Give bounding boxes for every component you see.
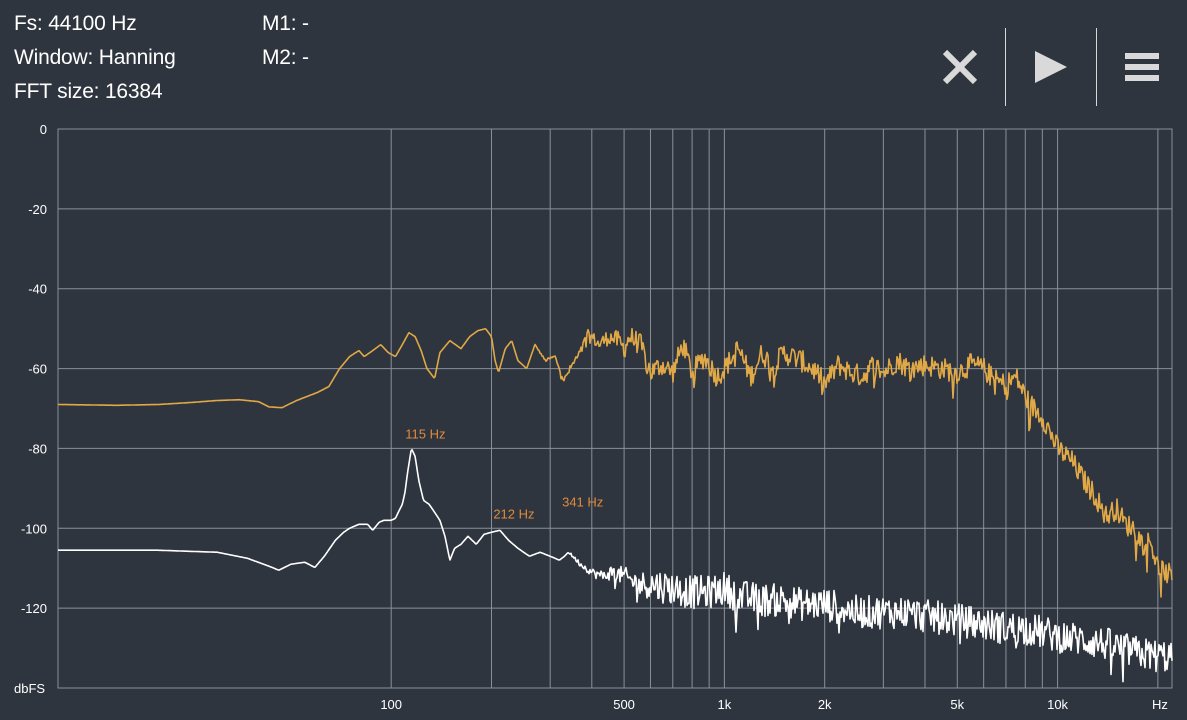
y-axis-labels: 0 -20 -40 -60 -80 -100 -120 dbFS — [14, 122, 47, 696]
series-line-white — [58, 448, 1173, 683]
y-tick-label: 0 — [40, 122, 47, 137]
x-tick-label: 100 — [380, 697, 402, 712]
x-tick-label: 500 — [613, 697, 635, 712]
y-tick-label: -80 — [28, 441, 47, 456]
close-button[interactable] — [915, 28, 1005, 106]
y-axis-title: dbFS — [14, 681, 45, 696]
peak-label: 212 Hz — [493, 506, 534, 521]
y-tick-label: -60 — [28, 362, 47, 377]
close-icon — [942, 49, 978, 85]
peak-label: 341 Hz — [562, 494, 603, 509]
series-line-orange — [58, 327, 1173, 598]
x-tick-label: 2k — [818, 697, 832, 712]
y-tick-label: -20 — [28, 202, 47, 217]
play-button[interactable] — [1006, 28, 1096, 106]
peak-label: 115 Hz — [405, 426, 445, 441]
chart-series — [58, 327, 1173, 683]
plot-border — [57, 128, 1173, 689]
toolbar-divider — [1005, 28, 1006, 106]
marker-2-text: M2: - — [262, 46, 309, 69]
x-tick-label: 5k — [950, 697, 964, 712]
play-icon — [1035, 51, 1067, 83]
x-tick-label: 1k — [718, 697, 732, 712]
x-axis-title: Hz — [1152, 697, 1168, 712]
menu-button[interactable] — [1097, 28, 1187, 106]
x-axis-labels: 100 500 1k 2k 5k 10k Hz — [380, 697, 1168, 712]
peak-labels: 115 Hz 212 Hz 341 Hz — [405, 426, 603, 521]
info-block-left: Fs: 44100 Hz Window: Hanning FFT size: 1… — [14, 7, 176, 109]
fft-size-text: FFT size: 16384 — [14, 80, 163, 103]
chart-grid — [57, 128, 1173, 689]
menu-icon — [1125, 53, 1159, 81]
marker-1-text: M1: - — [262, 12, 309, 35]
info-block-markers: M1: - M2: - — [262, 7, 309, 75]
toolbar — [915, 28, 1187, 106]
y-tick-label: -40 — [28, 282, 47, 297]
sample-rate-text: Fs: 44100 Hz — [14, 12, 137, 35]
x-tick-label: 10k — [1047, 697, 1068, 712]
window-type-text: Window: Hanning — [14, 46, 176, 69]
toolbar-divider — [1096, 28, 1097, 106]
y-tick-label: -100 — [21, 521, 47, 536]
y-tick-label: -120 — [21, 601, 47, 616]
